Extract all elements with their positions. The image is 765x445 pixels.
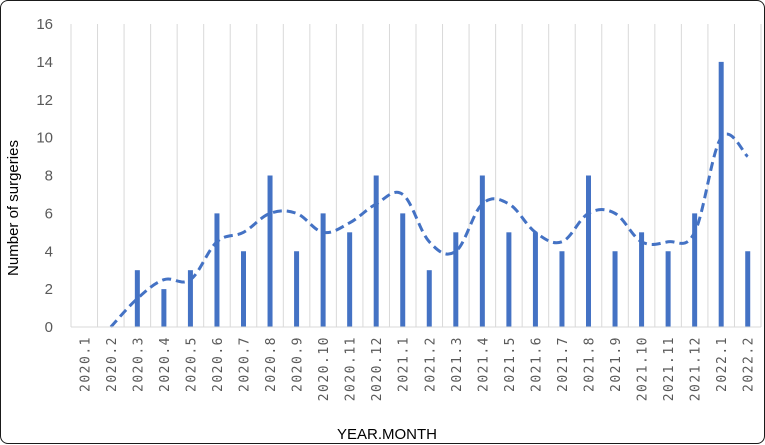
x-tick-label: 2020.12 bbox=[370, 336, 385, 401]
y-tick-labels: 0 2 4 6 8 10 12 14 16 bbox=[36, 16, 53, 336]
bar bbox=[294, 251, 300, 327]
x-tick-label: 2021.12 bbox=[689, 336, 704, 401]
bar bbox=[241, 251, 246, 327]
bar-series bbox=[134, 61, 751, 327]
x-tick-label: 2020.3 bbox=[131, 336, 146, 392]
y-tick-label: 10 bbox=[36, 130, 53, 147]
bar bbox=[718, 61, 724, 327]
bar bbox=[692, 213, 698, 327]
x-tick-label: 2020.8 bbox=[264, 336, 279, 392]
y-tick-label: 2 bbox=[45, 281, 53, 298]
x-tick-label: 2021.3 bbox=[450, 336, 465, 392]
y-tick-label: 12 bbox=[36, 92, 53, 109]
x-tick-label: 2020.4 bbox=[158, 336, 173, 392]
trend-line bbox=[109, 132, 749, 329]
x-tick-label: 2020.10 bbox=[317, 336, 332, 401]
x-tick-label: 2021.9 bbox=[609, 336, 624, 392]
x-axis-title: YEAR.MONTH bbox=[337, 426, 437, 443]
y-tick-label: 14 bbox=[36, 54, 53, 71]
x-tick-label: 2021.6 bbox=[529, 336, 544, 392]
bar bbox=[453, 232, 459, 327]
x-tick-label: 2021.2 bbox=[423, 336, 438, 392]
bar bbox=[161, 289, 167, 327]
y-tick-label: 16 bbox=[36, 16, 53, 33]
y-tick-label: 6 bbox=[45, 205, 53, 222]
bar bbox=[559, 251, 565, 327]
y-tick-label: 8 bbox=[45, 168, 53, 185]
bar bbox=[745, 251, 751, 327]
y-tick-label: 0 bbox=[45, 319, 53, 336]
y-axis-title: Number of surgeries bbox=[5, 140, 22, 276]
x-tick-label: 2021.10 bbox=[636, 336, 651, 401]
bar bbox=[586, 175, 591, 327]
bar bbox=[506, 232, 512, 327]
y-tick-label: 4 bbox=[45, 243, 53, 260]
x-tick-label: 2020.1 bbox=[78, 336, 93, 392]
x-tick-label: 2020.2 bbox=[105, 336, 120, 392]
bar bbox=[267, 175, 273, 327]
x-tick-label: 2021.7 bbox=[556, 336, 571, 392]
trend-line-series bbox=[109, 132, 749, 329]
x-tick-labels: 2020.1 2020.2 2020.3 2020.4 2020.5 2020.6 2020… bbox=[78, 336, 756, 401]
bar bbox=[134, 270, 140, 327]
x-tick-label: 2021.11 bbox=[662, 336, 677, 401]
bar bbox=[320, 213, 326, 327]
bar bbox=[479, 175, 485, 327]
x-tick-label: 2022.2 bbox=[742, 336, 757, 392]
x-tick-label: 2021.4 bbox=[476, 336, 491, 392]
x-tick-label: 2021.5 bbox=[503, 336, 518, 392]
bar bbox=[532, 232, 538, 327]
x-tick-label: 2020.7 bbox=[238, 336, 253, 392]
x-tick-label: 2020.11 bbox=[344, 336, 359, 401]
bar bbox=[400, 213, 406, 327]
x-tick-label: 2021.1 bbox=[397, 336, 412, 392]
x-tick-label: 2020.5 bbox=[184, 336, 199, 392]
bar bbox=[665, 251, 671, 327]
bar bbox=[214, 213, 220, 327]
bar bbox=[373, 175, 379, 327]
bar bbox=[426, 270, 432, 327]
x-tick-label: 2020.6 bbox=[211, 336, 226, 392]
x-tick-label: 2020.9 bbox=[291, 336, 306, 392]
bar bbox=[639, 232, 645, 327]
x-tick-label: 2021.8 bbox=[583, 336, 598, 392]
bar bbox=[347, 232, 353, 327]
x-tick-label: 2022.1 bbox=[715, 336, 730, 392]
bar bbox=[612, 251, 618, 327]
gridlines bbox=[70, 24, 762, 327]
bar bbox=[187, 270, 193, 327]
